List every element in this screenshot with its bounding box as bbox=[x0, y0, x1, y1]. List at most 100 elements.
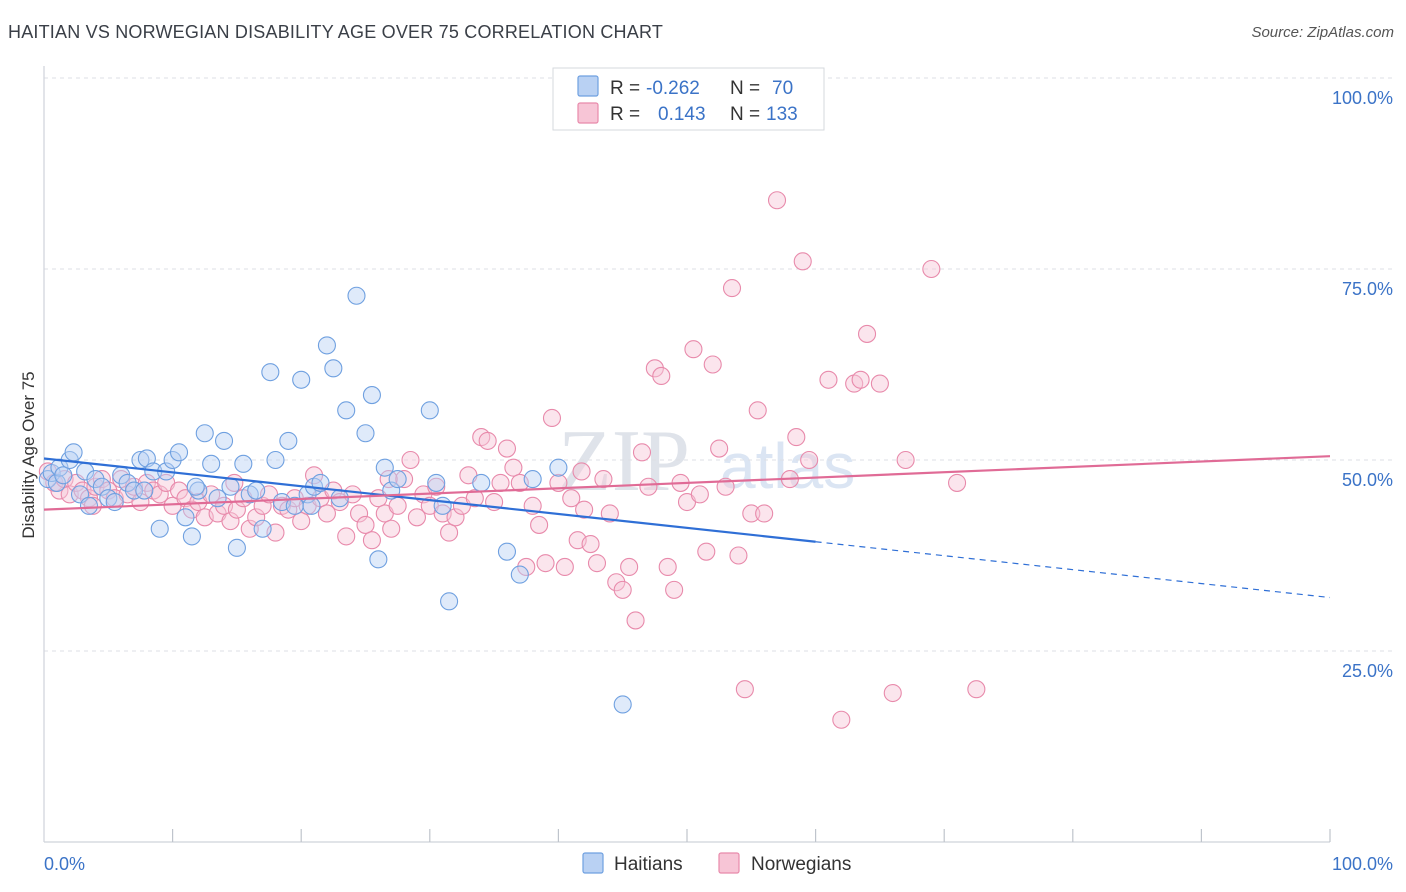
point-haitians bbox=[64, 443, 83, 462]
point-norwegians bbox=[767, 191, 787, 210]
point-norwegians bbox=[620, 557, 639, 577]
point-haitians bbox=[186, 477, 205, 496]
point-norwegians bbox=[350, 504, 369, 523]
point-haitians bbox=[472, 473, 491, 492]
point-norwegians bbox=[221, 512, 240, 531]
chart-title: HAITIAN VS NORWEGIAN DISABILITY AGE OVER… bbox=[8, 22, 664, 42]
trend-haitians bbox=[43, 457, 816, 543]
point-haitians bbox=[124, 481, 144, 500]
point-norwegians bbox=[594, 470, 613, 489]
point-norwegians bbox=[542, 408, 562, 428]
point-norwegians bbox=[587, 554, 607, 573]
point-haitians bbox=[317, 336, 336, 355]
point-haitians bbox=[510, 565, 529, 584]
point-norwegians bbox=[504, 458, 523, 477]
point-haitians bbox=[86, 470, 105, 489]
point-norwegians bbox=[948, 473, 967, 492]
point-norwegians bbox=[748, 401, 767, 420]
point-norwegians bbox=[497, 439, 517, 458]
legend-n-value: 133 bbox=[766, 104, 798, 125]
point-norwegians bbox=[362, 531, 381, 550]
point-haitians bbox=[54, 466, 73, 485]
y-tick-label-75: 75.0% bbox=[1342, 279, 1393, 299]
point-norwegians bbox=[572, 462, 591, 481]
point-norwegians bbox=[710, 439, 729, 458]
point-norwegians bbox=[581, 534, 600, 554]
point-haitians bbox=[221, 477, 240, 496]
point-norwegians bbox=[729, 546, 748, 565]
point-norwegians bbox=[530, 515, 549, 534]
x-tick-label-100: 100.0% bbox=[1332, 854, 1393, 874]
point-norwegians bbox=[150, 485, 169, 504]
point-haitians bbox=[176, 508, 195, 527]
point-norwegians bbox=[613, 580, 632, 599]
legend-n-label: N = bbox=[730, 78, 760, 99]
y-tick-label-25: 25.0% bbox=[1342, 661, 1393, 681]
point-norwegians bbox=[517, 557, 536, 577]
point-haitians bbox=[150, 519, 169, 538]
legend-r-value: 0.143 bbox=[658, 104, 706, 125]
series-haitians bbox=[38, 286, 632, 714]
point-haitians bbox=[362, 386, 381, 405]
y-axis-title: Disability Age Over 75 bbox=[19, 371, 38, 538]
point-haitians bbox=[47, 473, 66, 492]
point-norwegians bbox=[735, 680, 754, 699]
point-norwegians bbox=[356, 515, 375, 534]
point-norwegians bbox=[626, 611, 645, 630]
point-norwegians bbox=[639, 477, 658, 496]
point-haitians bbox=[266, 450, 285, 470]
watermark-atlas: atlas bbox=[720, 430, 855, 502]
point-norwegians bbox=[684, 340, 703, 359]
point-norwegians bbox=[555, 557, 574, 577]
point-norwegians bbox=[632, 443, 652, 462]
point-haitians bbox=[253, 519, 272, 538]
point-norwegians bbox=[169, 481, 189, 500]
point-norwegians bbox=[607, 573, 626, 592]
trend-haitians-extension bbox=[815, 541, 1331, 599]
point-norwegians bbox=[446, 508, 465, 527]
point-norwegians bbox=[697, 542, 716, 561]
legend-r-label: R = bbox=[610, 78, 640, 99]
point-haitians bbox=[427, 473, 446, 492]
legend-n-label: N = bbox=[730, 104, 760, 125]
point-norwegians bbox=[652, 366, 671, 386]
legend-top: R = -0.262 N = 70 R = 0.143 N = 133 bbox=[552, 67, 825, 131]
point-haitians bbox=[388, 470, 407, 489]
point-norwegians bbox=[536, 554, 555, 573]
point-norwegians bbox=[658, 557, 677, 577]
point-norwegians bbox=[562, 489, 581, 508]
legend-bottom-swatch-haitians bbox=[582, 852, 604, 874]
point-norwegians bbox=[722, 279, 742, 298]
point-haitians bbox=[497, 542, 517, 561]
point-norwegians bbox=[742, 504, 761, 523]
y-tick-label-50: 50.0% bbox=[1342, 470, 1393, 490]
point-norwegians bbox=[465, 489, 484, 508]
point-haitians bbox=[523, 470, 542, 489]
point-haitians bbox=[92, 477, 111, 496]
point-norwegians bbox=[883, 683, 902, 703]
legend-bottom-swatch-norwegians bbox=[718, 852, 740, 874]
point-haitians bbox=[292, 370, 311, 389]
legend-r-value: -0.262 bbox=[646, 78, 700, 99]
point-norwegians bbox=[317, 504, 336, 523]
point-haitians bbox=[118, 473, 137, 492]
watermark-zip: ZIP bbox=[558, 413, 690, 510]
trend-norwegians bbox=[43, 455, 1331, 511]
point-norwegians bbox=[896, 450, 915, 470]
point-norwegians bbox=[440, 523, 459, 542]
point-norwegians bbox=[665, 580, 684, 599]
point-norwegians bbox=[819, 370, 838, 389]
point-haitians bbox=[549, 458, 568, 477]
point-norwegians bbox=[407, 508, 426, 527]
legend-swatch-norwegians bbox=[577, 102, 599, 124]
point-norwegians bbox=[793, 252, 812, 271]
x-tick-marks bbox=[172, 829, 1331, 842]
point-norwegians bbox=[703, 355, 722, 374]
point-haitians bbox=[420, 401, 439, 420]
y-tick-label-100: 100.0% bbox=[1332, 88, 1393, 108]
y-tick-labels: 25.0% 50.0% 75.0% 100.0% bbox=[1332, 88, 1393, 681]
point-norwegians bbox=[922, 259, 941, 279]
point-haitians bbox=[182, 527, 201, 546]
point-haitians bbox=[337, 401, 356, 420]
